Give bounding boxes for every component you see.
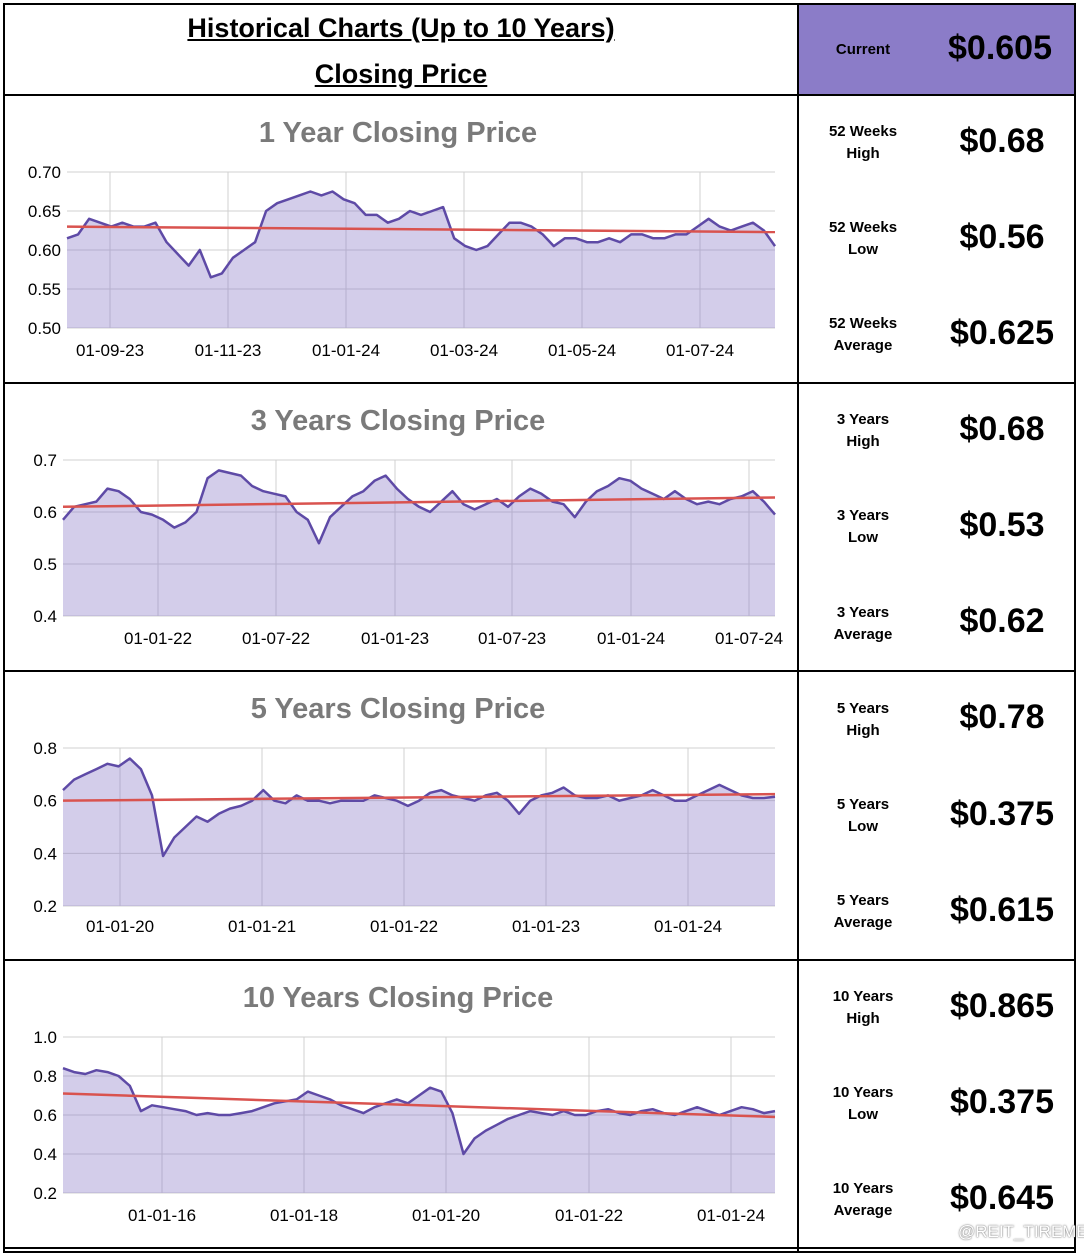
y-tick-label: 0.6 [33,503,57,522]
stat-label-average: 10 Years Average [832,1180,894,1219]
header-title-block: Historical Charts (Up to 10 Years) Closi… [5,5,797,95]
trend-line [62,1092,776,1119]
y-tick-label: 1.0 [33,1028,57,1047]
y-tick-label: 0.6 [33,1106,57,1125]
page-title: Historical Charts (Up to 10 Years) [187,13,615,43]
y-tick-label: 0.7 [33,451,57,470]
price-area [63,758,775,906]
stat-label-average: 3 Years Average [833,604,893,643]
y-tick-label: 0.70 [28,163,61,182]
x-tick-label: 01-01-23 [512,917,580,936]
stat-value-high: $0.68 [959,122,1045,160]
row-divider [3,1247,1076,1249]
stat-value-high: $0.78 [959,698,1045,736]
x-tick-label: 01-01-16 [128,1206,196,1225]
row-divider [3,959,1076,961]
y-tick-label: 0.50 [28,319,61,338]
stat-value-high: $0.865 [950,987,1054,1025]
stat-label-low: 10 Years Low [832,1084,894,1123]
stat-label-average: 5 Years Average [833,892,893,931]
column-divider [797,3,799,1251]
y-tick-label: 0.6 [33,792,57,811]
chart-title: 1 Year Closing Price [259,117,537,149]
x-tick-label: 01-01-22 [370,917,438,936]
chart-title: 5 Years Closing Price [251,693,545,725]
stat-label-high: 52 Weeks High [828,123,898,162]
x-tick-label: 01-01-24 [697,1206,765,1225]
x-tick-label: 01-01-24 [654,917,722,936]
price-line [62,469,776,545]
price-line [62,757,776,858]
watermark: @REIT_TIREMENT [958,1222,1084,1241]
row-divider [3,670,1076,672]
y-tick-label: 0.4 [33,607,57,626]
stat-label-high: 3 Years High [836,411,890,450]
x-tick-label: 01-01-18 [270,1206,338,1225]
trend-line [66,225,776,234]
row-divider [3,382,1076,384]
x-tick-label: 01-05-24 [548,341,616,360]
price-line [62,1067,776,1156]
price-area [63,470,775,616]
x-tick-label: 01-07-24 [715,629,783,648]
x-tick-label: 01-11-23 [195,341,262,360]
row-divider [3,94,1076,96]
y-tick-label: 0.8 [33,1067,57,1086]
x-tick-label: 01-01-22 [124,629,192,648]
current-value: $0.605 [948,29,1052,67]
x-tick-label: 01-03-24 [430,341,498,360]
trend-line [62,496,776,509]
y-tick-label: 0.60 [28,241,61,260]
x-tick-label: 01-01-20 [86,917,154,936]
page-subtitle: Closing Price [314,59,488,89]
stat-label-high: 10 Years High [832,988,894,1027]
chart-10y: 10 Years Closing Price 1.0 0.8 0.6 0.4 0.2 01-… [33,982,776,1225]
x-tick-label: 01-07-22 [242,629,310,648]
stat-value-low: $0.53 [959,506,1045,544]
current-price-panel: Current $0.605 [798,5,1074,95]
x-tick-label: 01-07-24 [666,341,734,360]
y-tick-label: 0.4 [33,844,57,863]
stat-value-low: $0.56 [959,218,1045,256]
stat-value-high: $0.68 [959,410,1045,448]
stat-label-low: 3 Years Low [836,507,890,546]
stat-label-high: 5 Years High [836,700,890,739]
y-tick-label: 0.2 [33,1184,57,1203]
page-frame [3,3,1076,1253]
chart-3y: 3 Years Closing Price 0.7 0.6 0.5 0.4 01-01-2… [33,405,783,648]
chart-title: 3 Years Closing Price [251,405,545,437]
y-tick-label: 0.8 [33,739,57,758]
x-tick-label: 01-01-20 [412,1206,480,1225]
stat-label-low: 5 Years Low [836,796,890,835]
x-tick-label: 01-01-21 [228,917,296,936]
y-tick-label: 0.4 [33,1145,57,1164]
chart-5y: 5 Years Closing Price 0.8 0.6 0.4 0.2 01-01-2… [33,693,776,936]
y-tick-label: 0.55 [28,280,61,299]
price-line [66,190,777,279]
stat-value-average: $0.615 [950,891,1054,929]
x-tick-label: 01-07-23 [478,629,546,648]
chart-1y: 1 Year Closing Price 0.70 0.65 0.60 0.55 0.50… [28,117,777,360]
stat-value-average: $0.645 [950,1179,1054,1217]
chart-title: 10 Years Closing Price [243,982,554,1014]
y-tick-label: 0.2 [33,897,57,916]
trend-line [62,792,776,802]
price-area [63,1068,775,1193]
y-tick-label: 0.5 [33,555,57,574]
stat-label-low: 52 Weeks Low [828,219,898,258]
stat-value-average: $0.62 [959,602,1045,640]
y-tick-label: 0.65 [28,202,61,221]
x-tick-label: 01-01-24 [597,629,665,648]
price-area [67,191,775,328]
x-tick-label: 01-01-22 [555,1206,623,1225]
x-tick-label: 01-09-23 [76,341,144,360]
stat-value-low: $0.375 [950,795,1054,833]
x-tick-label: 01-01-23 [361,629,429,648]
stat-label-average: 52 Weeks Average [828,315,898,354]
stat-value-low: $0.375 [950,1083,1054,1121]
current-label: Current [835,41,891,58]
x-tick-label: 01-01-24 [312,341,380,360]
stat-value-average: $0.625 [950,314,1054,352]
